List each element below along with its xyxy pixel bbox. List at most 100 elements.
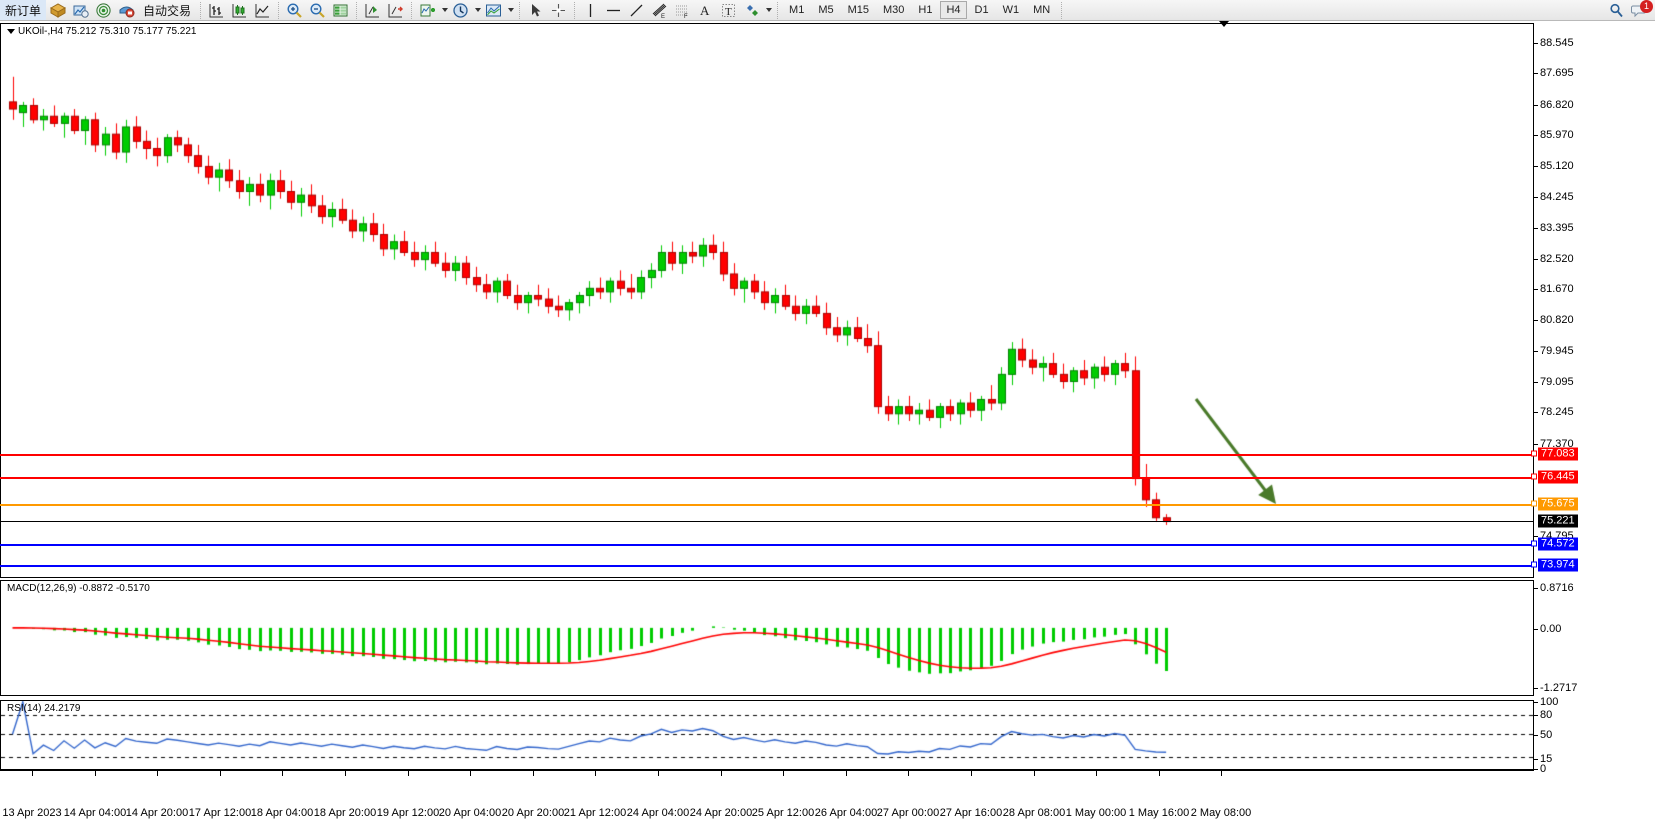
svg-text:A: A <box>700 3 710 18</box>
current-price-line-label[interactable]: 75.221 <box>1538 514 1578 528</box>
zoom-out-icon[interactable] <box>306 0 329 20</box>
signals-icon[interactable] <box>92 0 115 20</box>
price-tick <box>1534 381 1538 383</box>
level-handle[interactable] <box>1531 473 1537 480</box>
macd-tick-label: 0.8716 <box>1540 582 1574 595</box>
resistance-line-2-label[interactable]: 76.445 <box>1531 470 1578 484</box>
resistance-line-2[interactable] <box>0 476 1534 479</box>
level-handle[interactable] <box>1531 540 1537 547</box>
level-handle[interactable] <box>1531 450 1537 457</box>
rsi-pane[interactable]: RSI(14) 24.2179 <box>0 700 1534 770</box>
equidistant-channel-icon[interactable]: E <box>648 0 671 20</box>
chart-shift-icon[interactable] <box>361 0 384 20</box>
time-scale[interactable]: 13 Apr 2023 14 Apr 04:00 14 Apr 20:00 17 Ap… <box>0 770 1534 825</box>
search-icon[interactable] <box>1605 0 1628 20</box>
price-scale[interactable]: 88.545 87.695 86.820 85.970 85.120 84.245 83.3… <box>1531 23 1655 775</box>
target-line-2-label[interactable]: 73.974 <box>1531 558 1578 572</box>
time-tick <box>971 771 972 776</box>
shapes-icon[interactable] <box>740 0 763 20</box>
time-tick-label: 14 Apr 20:00 <box>125 807 189 819</box>
fibonacci-icon[interactable]: F <box>671 0 694 20</box>
macd-canvas <box>1 581 1533 695</box>
chart-area[interactable]: UKOil-,H4 75.212 75.310 75.177 75.221 MA… <box>0 21 1655 825</box>
time-tick-label: 24 Apr 04:00 <box>626 807 690 819</box>
timeframe-m5[interactable]: M5 <box>818 4 834 16</box>
price-tick <box>1534 412 1538 414</box>
chevron-down-icon[interactable] <box>508 8 515 12</box>
chevron-down-icon[interactable] <box>442 8 449 12</box>
time-tick <box>1034 771 1035 776</box>
timeframe-m1[interactable]: M1 <box>789 4 805 16</box>
chevron-down-icon[interactable] <box>475 8 482 12</box>
time-tick <box>32 771 33 776</box>
chart-top-marker <box>1219 21 1229 27</box>
time-tick-label: 18 Apr 20:00 <box>313 807 377 819</box>
timeframe-mn[interactable]: MN <box>1033 4 1051 16</box>
autotrading-button[interactable]: 自动交易 <box>143 3 192 18</box>
macd-pane[interactable]: MACD(12,26,9) -0.8872 -0.5170 <box>0 580 1534 696</box>
price-tick <box>1534 165 1538 167</box>
vertical-line-icon[interactable] <box>579 0 602 20</box>
horizontal-line-icon[interactable] <box>602 0 625 20</box>
chevron-down-icon[interactable] <box>7 28 15 34</box>
chevron-down-icon[interactable] <box>766 8 773 12</box>
timeframe-d1[interactable]: D1 <box>974 4 989 16</box>
time-tick <box>220 771 221 776</box>
rsi-tick-label: 15 <box>1540 752 1553 765</box>
price-tick <box>1534 258 1538 260</box>
rsi-tick <box>1534 715 1538 717</box>
level-handle[interactable] <box>1531 561 1537 568</box>
target-line-1-label[interactable]: 74.572 <box>1531 537 1578 551</box>
text-box-icon[interactable]: T <box>717 0 740 20</box>
entry-line[interactable] <box>0 504 1534 507</box>
rsi-tick-label: 50 <box>1540 729 1553 742</box>
zoom-in-icon[interactable] <box>283 0 306 20</box>
auto-scroll-icon[interactable] <box>384 0 407 20</box>
entry-line-label[interactable]: 75.675 <box>1531 497 1578 511</box>
timeframe-m30[interactable]: M30 <box>883 4 905 16</box>
line-chart-icon[interactable] <box>251 0 274 20</box>
target-line-2[interactable] <box>0 565 1534 568</box>
data-window-grid-icon[interactable] <box>329 0 352 20</box>
trendline-icon[interactable] <box>625 0 648 20</box>
data-window-icon[interactable] <box>69 0 92 20</box>
templates-icon[interactable] <box>482 0 505 20</box>
price-pane[interactable]: UKOil-,H4 75.212 75.310 75.177 75.221 <box>0 23 1534 578</box>
text-label-icon[interactable]: A <box>694 0 717 20</box>
rsi-tick-label: 0 <box>1540 762 1547 775</box>
new-order-button[interactable]: 新订单 <box>0 0 47 20</box>
market-icon[interactable] <box>115 0 138 20</box>
expert-advisors-icon[interactable] <box>46 0 69 20</box>
time-tick-label: 26 Apr 04:00 <box>814 807 878 819</box>
time-tick <box>1221 771 1222 776</box>
timeframe-m15[interactable]: M15 <box>847 4 869 16</box>
resistance-line-1-label[interactable]: 77.083 <box>1531 447 1578 461</box>
crosshair-icon[interactable] <box>547 0 570 20</box>
time-tick-label: 20 Apr 04:00 <box>438 807 502 819</box>
time-tick-label: 24 Apr 20:00 <box>689 807 753 819</box>
time-tick <box>783 771 784 776</box>
time-tick-label: 27 Apr 16:00 <box>939 807 1003 819</box>
price-tick-label: 86.820 <box>1540 98 1574 111</box>
target-line-1[interactable] <box>0 543 1534 546</box>
timeframe-h4[interactable]: H4 <box>940 1 967 19</box>
price-tick <box>1534 535 1538 537</box>
price-tick <box>1534 319 1538 321</box>
period-icon[interactable] <box>449 0 472 20</box>
price-tick-label: 83.395 <box>1540 221 1574 234</box>
current-price-line[interactable] <box>0 520 1534 522</box>
cursor-icon[interactable] <box>524 0 547 20</box>
price-tick-label: 87.695 <box>1540 67 1574 80</box>
candlestick-chart-icon[interactable] <box>228 0 251 20</box>
price-tick-label: 80.820 <box>1540 313 1574 326</box>
timeframe-w1[interactable]: W1 <box>1002 4 1020 16</box>
resistance-line-1[interactable] <box>0 453 1534 456</box>
macd-tick <box>1534 628 1538 630</box>
indicators-icon[interactable] <box>416 0 439 20</box>
time-tick <box>846 771 847 776</box>
timeframe-h1[interactable]: H1 <box>918 4 933 16</box>
svg-text:F: F <box>684 14 688 19</box>
alerts-icon[interactable]: 1 <box>1628 0 1653 20</box>
bar-chart-icon[interactable] <box>205 0 228 20</box>
level-handle[interactable] <box>1531 500 1537 507</box>
